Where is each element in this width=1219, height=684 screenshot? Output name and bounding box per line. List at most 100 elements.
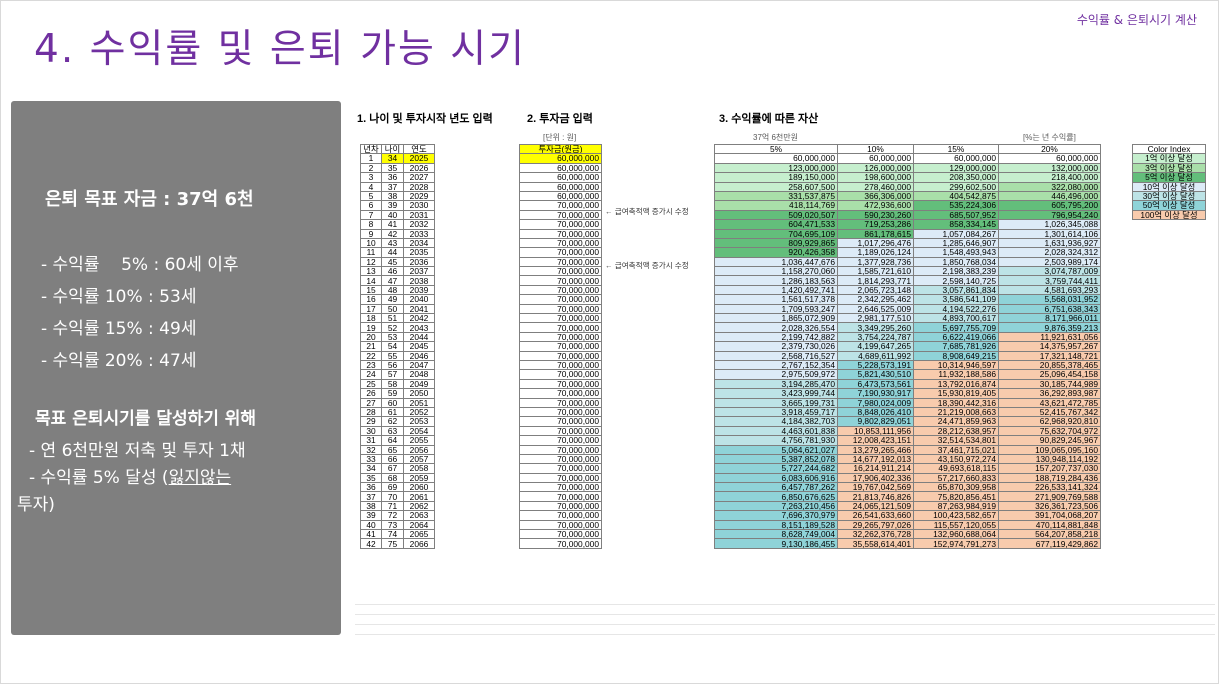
age-cell: 36 [360,482,382,493]
return-cell: 3,074,787,009 [998,266,1101,277]
age-cell: 73 [381,519,404,531]
age-cell: 1 [360,153,382,164]
legend-row: 5억 이상 달성 [1132,172,1206,183]
age-cell: 60 [381,397,404,408]
return-cell: 6,083,606,916 [714,472,838,484]
color-index-table: Color Index 1억 이상 달성 3억 이상 달성 5억 이상 달성 10억 … [1132,143,1206,221]
return-cell: 21,219,008,663 [913,406,999,418]
return-cell: 1,709,593,247 [714,303,838,315]
return-cell: 60,000,000 [714,153,838,164]
age-cell: 2054 [403,425,435,437]
age-cell: 6 [360,200,382,211]
age-cell: 35 [360,472,382,484]
table-row: 4 37 2028 [360,181,435,192]
table-row: 70,000,000 [519,406,602,418]
table-row: 3 36 2027 [360,172,435,183]
table-row: 920,426,358 1,189,026,124 1,548,493,943 2,0… [714,247,1101,258]
age-cell: 46 [381,266,404,277]
legend-title: Color Index [1132,143,1206,155]
table-row: 23 56 2047 [360,359,435,371]
table-row: 6,083,606,916 17,906,402,336 57,217,660,83… [714,472,1101,484]
return-cell: 322,080,000 [998,181,1101,192]
increase-note: ← 급여축적액 증가시 수정 [605,261,689,270]
return-cell: 21,813,746,826 [837,491,914,502]
table-row: 70,000,000 [519,266,602,277]
col-header: 나이 [381,143,404,155]
table-row: 21 54 2045 [360,341,435,352]
age-cell: 54 [381,341,404,352]
table-row: 34 67 2058 [360,463,435,474]
table-row: 12 45 2036 [360,256,435,268]
table-row: 70,000,000 [519,313,602,324]
age-cell: 47 [381,275,404,286]
age-cell: 20 [360,331,382,343]
tips: - 연 6천만원 저축 및 투자 1채 - 수익률 5% 달성 (잃지않는 투자… [17,438,329,519]
investment-cell: 70,000,000 [519,388,602,399]
table-row: 70,000,000 [519,482,602,493]
table-row: 1 34 2025 [360,153,435,164]
investment-cell: 70,000,000 [519,416,602,427]
return-cell: 4,689,611,992 [837,350,914,362]
return-cell: 2,503,989,174 [998,256,1101,268]
tip-return-cont: 투자) [17,495,55,515]
return-cell: 299,602,500 [913,181,999,192]
legend-row: 1억 이상 달성 [1132,153,1206,164]
legend-item: 50억 이상 달성 [1132,200,1206,211]
return-cell: 218,400,000 [998,172,1101,183]
return-cell: 1,561,517,378 [714,294,838,305]
age-cell: 2057 [403,453,435,465]
table-row: 2,975,509,972 5,821,430,510 11,932,188,586… [714,369,1101,380]
return-cell: 10,314,946,597 [913,359,999,371]
return-cell: 43,621,472,785 [998,397,1101,408]
table-row: 70,000,000 [519,247,602,258]
table-row: 70,000,000 [519,331,602,343]
return-cell: 17,321,148,721 [998,350,1101,362]
age-cell: 44 [381,247,404,258]
return-cell: 3,754,224,787 [837,331,914,343]
table-row: 11 44 2035 [360,247,435,258]
table-row: 32 65 2056 [360,444,435,455]
return-cell: 4,199,647,265 [837,341,914,352]
target-label: 37억 6천만원 [753,133,799,142]
return-cell: 130,948,114,192 [998,453,1101,465]
age-cell: 2048 [403,369,435,380]
rate-list: - 수익률 5% : 60세 이후 - 수익률 10% : 53세 - 수익률 … [41,249,239,377]
age-cell: 37 [381,181,404,192]
return-cell: 198,600,000 [837,172,914,183]
investment-cell: 70,000,000 [519,378,602,390]
return-cell: 129,000,000 [913,162,999,174]
table-row: 1,865,072,909 2,981,177,510 4,893,700,617 8… [714,313,1101,324]
age-cell: 24 [360,369,382,380]
return-cell: 109,065,095,160 [998,444,1101,455]
return-cell: 75,632,704,972 [998,425,1101,437]
return-cell: 1,631,936,927 [998,237,1101,249]
investment-cell: 70,000,000 [519,425,602,437]
return-cell: 2,598,140,725 [913,275,999,286]
age-cell: 2065 [403,528,435,540]
age-cell: 2033 [403,228,435,239]
return-cell: 604,471,533 [714,219,838,230]
return-cell: 28,212,638,957 [913,425,999,437]
table-row: 18 51 2042 [360,313,435,324]
investment-cell: 60,000,000 [519,172,602,183]
table-row: 70,000,000 [519,472,602,484]
table-row: 10 43 2034 [360,237,435,249]
table-row: 70,000,000 [519,444,602,455]
return-cell: 418,114,769 [714,200,838,211]
return-cell: 4,184,382,703 [714,416,838,427]
return-cell: 719,253,286 [837,219,914,230]
age-cell: 5 [360,190,382,202]
legend-row: 50억 이상 달성 [1132,200,1206,211]
return-cell: 11,932,188,586 [913,369,999,380]
age-cell: 66 [381,453,404,465]
legend-row: 100억 이상 달성 [1132,209,1206,221]
table-row: 35 68 2059 [360,472,435,484]
table-row: 39 72 2063 [360,510,435,521]
return-cell: 189,150,000 [714,172,838,183]
table-row: 2,199,742,882 3,754,224,787 6,622,419,066 1… [714,331,1101,343]
table-row: 1,286,183,563 1,814,293,771 2,598,140,725 3… [714,275,1101,286]
age-cell: 2034 [403,237,435,249]
investment-cell: 70,000,000 [519,463,602,474]
return-cell: 14,375,957,267 [998,341,1101,352]
table-row: 70,000,000 [519,388,602,399]
